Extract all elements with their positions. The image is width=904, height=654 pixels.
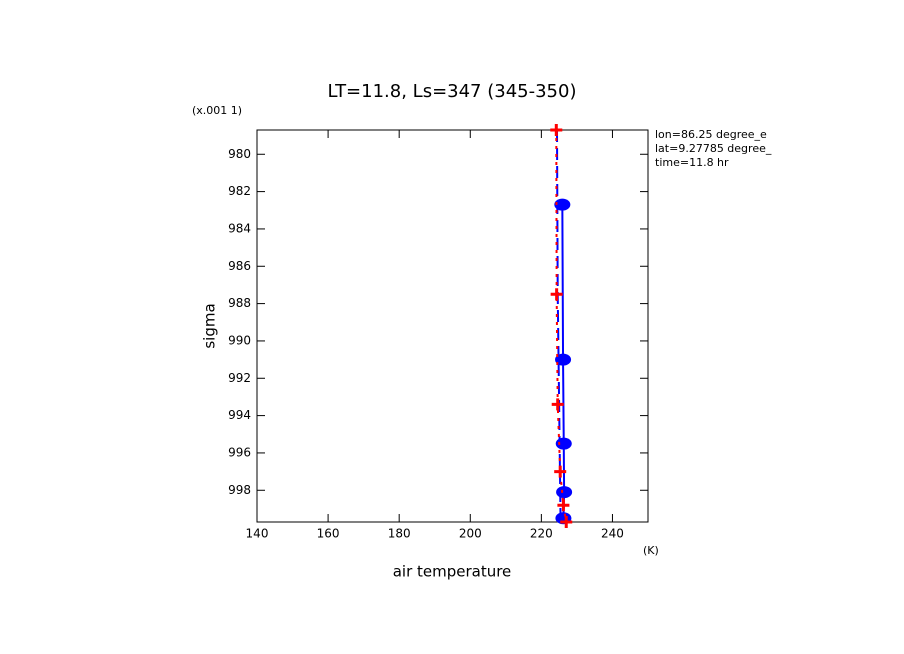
- chart-title: LT=11.8, Ls=347 (345-350): [328, 81, 577, 102]
- y-tick-label: 982: [228, 184, 251, 198]
- y-tick-label: 980: [228, 147, 251, 161]
- x-unit-label: (K): [643, 544, 659, 557]
- marker: [554, 465, 567, 478]
- x-tick-label: 140: [246, 527, 269, 541]
- y-tick-label: 996: [228, 445, 251, 459]
- y-scale-label: (x.001 1): [192, 104, 242, 117]
- annotation: time=11.8 hr: [655, 156, 729, 169]
- x-axis-label: air temperature: [393, 563, 512, 581]
- annotation: lon=86.25 degree_e: [655, 128, 767, 141]
- x-tick-label: 240: [601, 527, 624, 541]
- y-tick-label: 998: [228, 483, 251, 497]
- plot-frame: [256, 129, 649, 523]
- x-tick-label: 180: [388, 527, 411, 541]
- marker: [555, 437, 572, 450]
- x-tick-label: 220: [530, 527, 553, 541]
- marker: [557, 499, 570, 512]
- y-tick-label: 984: [228, 221, 251, 235]
- series-line: [556, 129, 562, 521]
- y-tick-label: 986: [228, 259, 251, 273]
- annotation: lat=9.27785 degree_: [655, 142, 772, 155]
- marker: [551, 398, 564, 411]
- y-tick-label: 994: [228, 408, 251, 422]
- marker: [550, 124, 563, 136]
- x-tick-label: 200: [459, 527, 482, 541]
- marker: [550, 288, 563, 301]
- y-tick-label: 992: [228, 371, 251, 385]
- y-axis-label: sigma: [201, 303, 219, 348]
- marker: [560, 516, 573, 528]
- y-tick-label: 988: [228, 296, 251, 310]
- y-tick-label: 990: [228, 333, 251, 347]
- x-tick-label: 160: [317, 527, 340, 541]
- marker: [556, 486, 573, 499]
